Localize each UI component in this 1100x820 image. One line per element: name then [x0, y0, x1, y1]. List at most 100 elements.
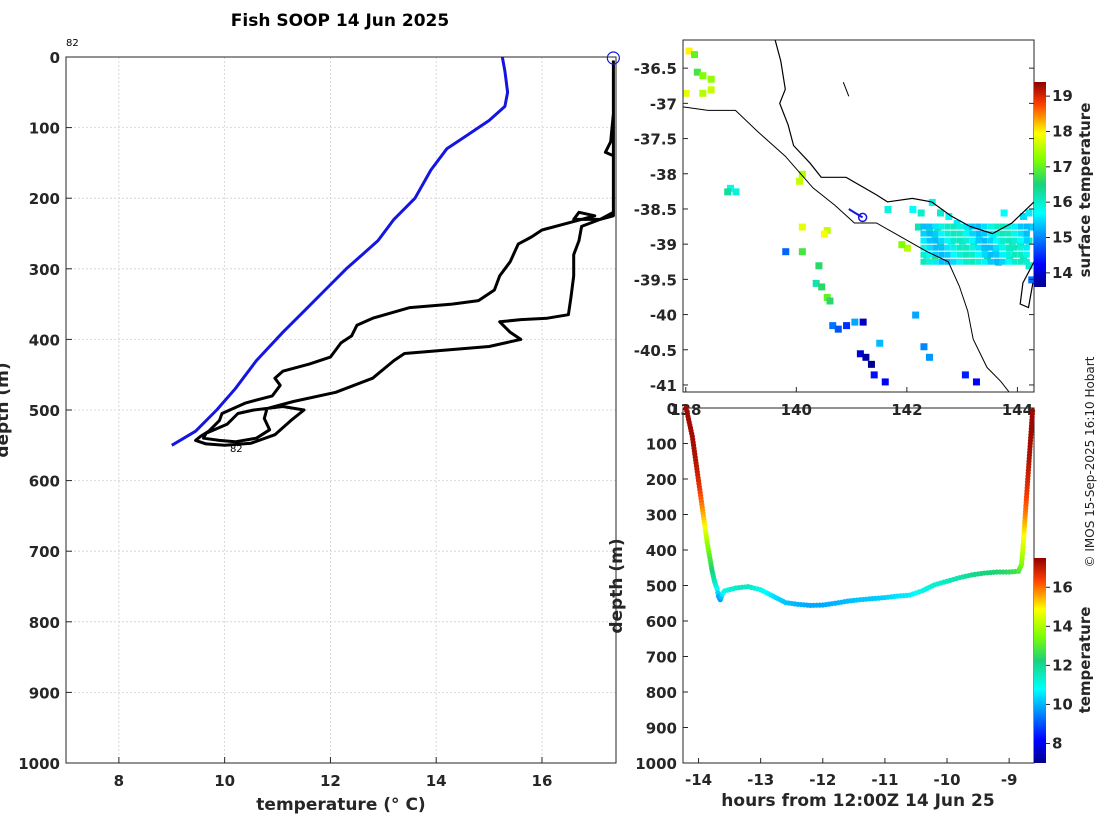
section-ytick-label: 1000: [635, 755, 677, 773]
map-sst-cell: [1011, 223, 1018, 230]
profile-ticks: 8 10 12 14 16 0 100 200 300 400 500 600 700 800 900 100…: [18, 49, 552, 790]
profile-annotation: 82: [230, 444, 243, 455]
map-sst-cell: [1005, 223, 1012, 230]
map-coastline: [774, 40, 1034, 235]
profile-xtick-label: 8: [114, 772, 124, 790]
map-chart: 138140142144-36.5-37-37.5-38-38.5-39-39.…: [634, 39, 1094, 419]
map-sst-cell: [993, 230, 1000, 237]
map-sst-cell: [691, 51, 699, 59]
map-sst-cell: [981, 230, 988, 237]
map-sst-cell: [1011, 258, 1018, 265]
map-sst-cell: [826, 297, 834, 305]
map-colorbar-tick-label: 17: [1052, 158, 1073, 176]
map-ytick-label: -38.5: [634, 201, 677, 219]
map-sst-cell: [963, 251, 970, 258]
map-sst-cell: [926, 223, 933, 230]
map-ytick-label: -37.5: [634, 131, 677, 149]
figure-title: Fish SOOP 14 Jun 2025: [231, 11, 449, 31]
map-sst-cell: [856, 350, 864, 358]
profile-ytick-label: 500: [29, 402, 60, 420]
map-sst-cell: [975, 237, 982, 244]
map-sst-cell: [975, 234, 983, 242]
map-sst-cell: [1023, 230, 1030, 237]
map-sst-cell: [969, 237, 976, 244]
map-sst-cell: [932, 244, 939, 251]
map-sst-cell: [1017, 251, 1024, 258]
section-colorbar-tick-label: 16: [1052, 578, 1073, 596]
map-colorbar-tick-label: 16: [1052, 193, 1073, 211]
map-sst-cell: [699, 72, 707, 80]
profile-ytick-label: 400: [29, 331, 60, 349]
map-ytick-label: -40.5: [634, 342, 677, 360]
map-sst-cell: [884, 205, 892, 213]
map-sst-cell: [981, 251, 988, 258]
map-xtick-label: 142: [891, 401, 922, 419]
map-sst-cell: [987, 244, 994, 251]
map-sst-cell: [987, 230, 994, 237]
section-xtick-label: -9: [1001, 771, 1018, 789]
map-sst-cell: [956, 258, 963, 265]
map-colorbar-tick-label: 15: [1052, 229, 1073, 247]
map-sst-cell: [981, 258, 988, 265]
profile-xtick-label: 12: [320, 772, 341, 790]
map-sst-cell: [938, 230, 945, 237]
map-sst-cell: [987, 237, 994, 244]
section-xlabel: hours from 12:00Z 14 Jun 25: [721, 791, 994, 811]
map-sst-cell: [993, 237, 1000, 244]
map-sst-cell: [993, 258, 1000, 265]
section-colorbar: [1034, 558, 1046, 763]
map-sst-cell: [1028, 223, 1034, 231]
map-sst-cell: [956, 230, 963, 237]
profile-ylabel: depth (m): [0, 362, 13, 457]
map-sst-cell: [944, 237, 951, 244]
section-xtick-label: -10: [933, 771, 960, 789]
map-sst-cell: [969, 258, 976, 265]
profile-ytick-label: 100: [29, 120, 60, 138]
section-ytick-label: 0: [667, 400, 677, 418]
map-sst-cell: [917, 209, 925, 217]
profile-line-reference: [171, 56, 510, 447]
map-sst-cell: [1011, 251, 1018, 258]
map-sst-cell: [1000, 209, 1008, 217]
map-ticks: 138140142144-36.5-37-37.5-38-38.5-39-39.…: [634, 60, 1034, 419]
map-sst-cell: [1017, 237, 1024, 244]
map-sst-cell: [920, 237, 927, 244]
map-sst-cell: [963, 237, 970, 244]
map-sst-cell: [950, 230, 957, 237]
map-sst-cell: [798, 248, 806, 256]
map-sst-cell: [862, 353, 870, 361]
section-chart: -14 -13 -12 -11 -10 -9 0 100 200 300 400 500 600 700 8…: [607, 400, 1094, 811]
map-sst-cell: [732, 188, 740, 196]
map-sst-cell: [724, 188, 732, 196]
map-sst-cell: [920, 230, 927, 237]
map-sst-cell: [987, 251, 994, 258]
section-ytick-label: 500: [646, 578, 677, 596]
map-sst-cell: [989, 234, 997, 242]
map-sst-cell: [823, 293, 831, 301]
profile-ytick-label: 900: [29, 684, 60, 702]
map-sst-cell: [1017, 244, 1024, 251]
map-sst-cell: [834, 325, 842, 333]
map-lines: [683, 40, 1034, 392]
map-sst-cell: [969, 251, 976, 258]
map-sst-cell: [829, 322, 837, 330]
map-colorbar-tick-label: 19: [1052, 87, 1073, 105]
map-sst-cell: [932, 223, 939, 230]
map-sst-cell: [920, 223, 927, 230]
map-sst-cell: [1025, 262, 1033, 270]
map-sst-cell: [938, 237, 945, 244]
map-colorbar-tick-label: 14: [1052, 264, 1073, 282]
map-sst-cell: [937, 241, 945, 249]
section-ytick-label: 100: [646, 436, 677, 454]
map-ytick-label: -38: [650, 166, 677, 184]
section-ytick-label: 800: [646, 684, 677, 702]
section-colorbar-tick-label: 8: [1052, 734, 1062, 752]
map-sst-cell: [992, 248, 1000, 256]
map-shelf-edge: [683, 106, 1010, 392]
map-ship-track: [848, 208, 864, 219]
map-sst-cell: [956, 251, 963, 258]
map-sst-cell: [859, 318, 867, 326]
map-sst-cell: [903, 244, 911, 252]
profile-xtick-label: 10: [214, 772, 235, 790]
map-sst-cell: [685, 47, 693, 55]
